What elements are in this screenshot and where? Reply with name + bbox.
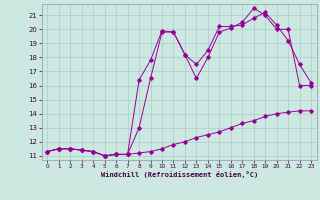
X-axis label: Windchill (Refroidissement éolien,°C): Windchill (Refroidissement éolien,°C)	[100, 171, 258, 178]
